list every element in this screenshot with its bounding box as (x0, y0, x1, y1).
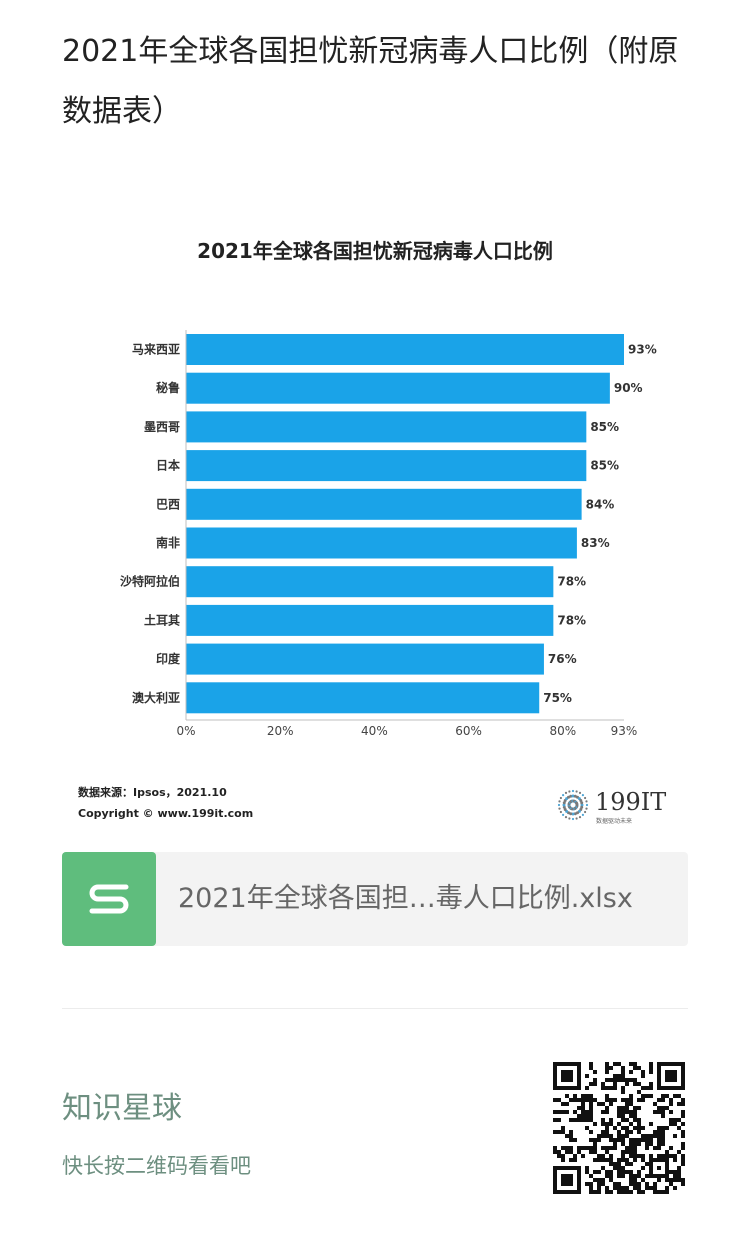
x-tick-label: 20% (267, 724, 294, 738)
chart-bar (186, 527, 577, 559)
copyright-label: Copyright © www.199it.com (78, 807, 253, 820)
data-label: 85% (590, 459, 619, 473)
category-label: 日本 (156, 458, 180, 473)
category-label: 澳大利亚 (132, 690, 180, 705)
data-label: 78% (557, 613, 586, 627)
x-tick-label: 0% (176, 724, 195, 738)
x-tick-label: 40% (361, 724, 388, 738)
data-label: 83% (581, 536, 610, 550)
divider (62, 1008, 688, 1009)
chart-bar (186, 604, 554, 636)
qr-code-icon[interactable] (553, 1062, 685, 1194)
category-label: 巴西 (156, 497, 180, 511)
x-tick-label: 80% (549, 724, 576, 738)
logo-text: 199IT (595, 788, 666, 816)
x-tick-label: 93% (611, 724, 638, 738)
category-label: 墨西哥 (144, 420, 180, 434)
data-label: 75% (543, 691, 572, 705)
data-label: 78% (557, 575, 586, 589)
logo-199it-icon (557, 789, 589, 821)
chart-bar (186, 372, 610, 404)
category-label: 马来西亚 (132, 342, 180, 357)
data-label: 93% (628, 343, 657, 357)
chart-bar (186, 334, 624, 365)
logo-tagline: 数据驱动未来 (596, 817, 632, 825)
source-label: 数据来源：Ipsos，2021.10 (78, 785, 227, 799)
bar-chart: 2021年全球各国担忧新冠病毒人口比例马来西亚 93% 秘鲁 90% 墨西哥 85% 日本 8… (60, 220, 700, 830)
chart-bar (186, 488, 582, 520)
footer-title: 知识星球 (62, 1091, 182, 1126)
category-label: 秘鲁 (156, 380, 180, 395)
data-label: 84% (586, 497, 615, 511)
attachment-card[interactable]: 2021年全球各国担…毒人口比例.xlsx (62, 852, 688, 946)
chart-bar (186, 450, 587, 482)
chart-bar (186, 411, 587, 443)
chart-bar (186, 643, 544, 675)
data-label: 76% (548, 652, 577, 666)
post-title: 2021年全球各国担忧新冠病毒人口比例（附原数据表） (62, 34, 679, 129)
chart-bar (186, 682, 540, 714)
chart-bar (186, 566, 554, 598)
category-label: 南非 (156, 535, 180, 550)
x-tick-label: 60% (455, 724, 482, 738)
category-label: 沙特阿拉伯 (120, 574, 180, 589)
attachment-file-name: 2021年全球各国担…毒人口比例.xlsx (178, 883, 633, 914)
category-label: 印度 (156, 651, 181, 666)
category-label: 土耳其 (144, 612, 180, 627)
data-label: 90% (614, 381, 643, 395)
footer-subtitle: 快长按二维码看看吧 (62, 1154, 251, 1178)
spreadsheet-s-icon (62, 852, 156, 946)
data-label: 85% (590, 420, 619, 434)
chart-title: 2021年全球各国担忧新冠病毒人口比例 (197, 239, 553, 263)
